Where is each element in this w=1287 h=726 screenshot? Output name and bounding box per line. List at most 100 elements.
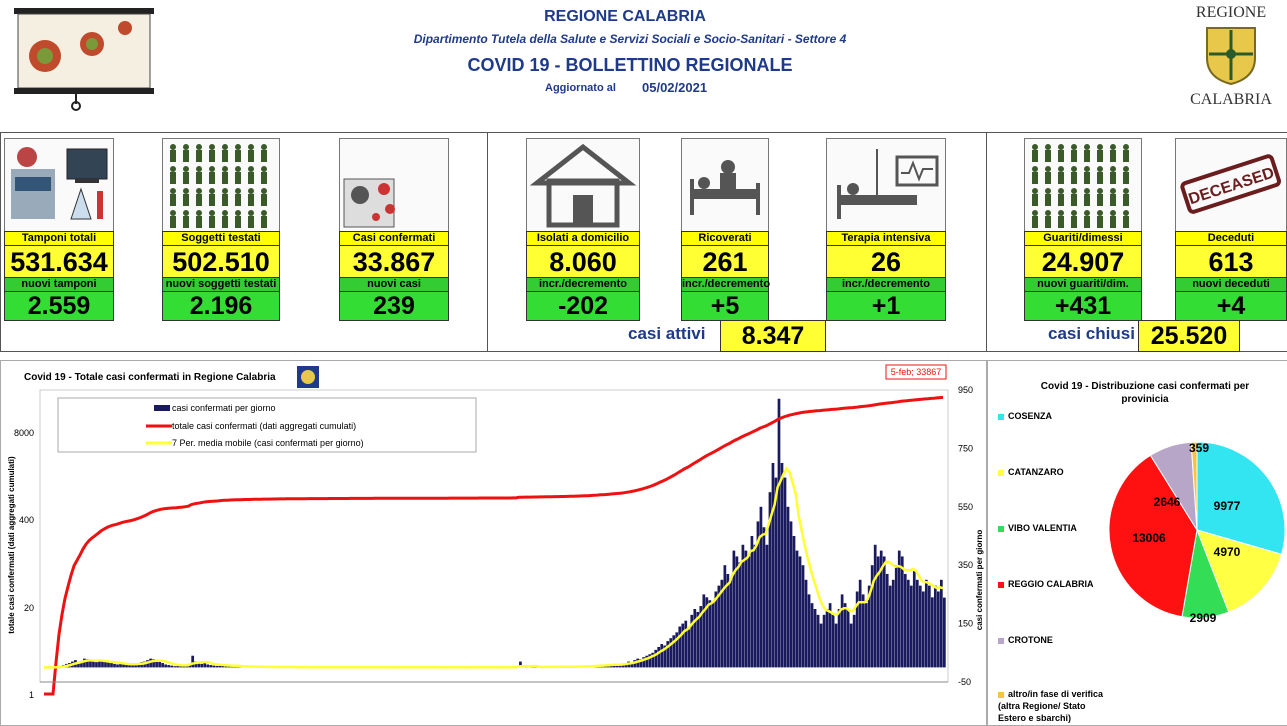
person-icon [1058,188,1064,206]
cumulative-cases-line [44,395,944,696]
pie-slice-label: 9977 [1214,499,1241,513]
person-icon [196,144,202,162]
daily-cases-bar [738,562,742,668]
daily-cases-bar [837,609,841,668]
house-icon [526,138,640,232]
daily-cases-bar [765,544,769,668]
person-icon [1032,144,1038,162]
left-axis-label: totale casi confermati (dati aggregati c… [7,456,16,634]
daily-cases-bar [933,585,937,668]
daily-cases-bar [519,661,522,668]
daily-cases-bar [80,660,83,668]
stat-new-label: nuovi guariti/dim. [1024,277,1142,292]
stat-new-label: nuovi tamponi [4,277,114,292]
person-icon [1097,188,1103,206]
daily-cases-bar [89,660,92,668]
daily-cases-bar [903,573,907,668]
pie-title: Covid 19 - Distribuzione casi confermati… [1040,381,1250,405]
stat-value: 24.907 [1024,245,1142,278]
pie-slice-label: 4970 [1214,545,1241,559]
daily-cases-bar [714,591,718,668]
legend-cosenza: COSENZA [998,411,1052,421]
stat-value: 531.634 [4,245,114,278]
daily-cases-bar [684,620,688,668]
daily-cases-bar [876,556,880,668]
daily-cases-bar [789,521,793,668]
legend-catanzaro: CATANZARO [998,467,1064,477]
stat-label: Tamponi totali [4,231,114,246]
person-icon [235,210,241,228]
person-icon [1058,144,1064,162]
infected-person-icon [339,138,449,232]
daily-cases-bar [780,463,784,668]
daily-cases-bar [900,556,904,668]
daily-cases-bar [690,614,694,668]
stat-new-value: +4 [1175,291,1287,321]
daily-cases-bar [203,662,207,668]
daily-cases-bar [810,603,814,668]
daily-cases-bar [897,550,901,668]
daily-cases-bar [879,550,883,668]
stat-label: Terapia intensiva [826,231,946,246]
daily-cases-bar [696,611,700,668]
right-tick: -50 [958,677,971,687]
daily-cases-bar [660,644,664,668]
daily-cases-bar [861,594,865,668]
person-icon [170,166,176,184]
daily-cases-bar [930,597,934,668]
person-icon [1045,144,1051,162]
daily-cases-bar [636,658,640,668]
person-icon [1071,166,1077,184]
daily-cases-bar [675,632,679,668]
daily-cases-bar [699,606,703,668]
daily-cases-bar [813,609,817,668]
daily-cases-bar [774,477,778,668]
person-icon [1032,210,1038,228]
daily-cases-bar [86,659,89,668]
stat-label: Casi confermati [339,231,449,246]
daily-cases-bar [200,663,204,668]
right-tick: 750 [958,443,973,453]
daily-cases-bar [101,660,104,668]
legend-label: totale casi confermati (dati aggregati c… [172,421,356,431]
daily-cases-bar [98,660,101,668]
daily-cases-bar [726,573,730,668]
daily-cases-bar [834,623,838,668]
daily-cases-bar [771,463,775,668]
daily-cases-bar [95,662,98,668]
chart-logo-icon [297,366,319,388]
daily-cases-bar [792,536,796,668]
daily-cases-bar [113,663,116,668]
daily-cases-bar [729,579,733,668]
daily-cases-bar [131,664,134,668]
department-subtitle: Dipartimento Tutela della Salute e Servi… [413,32,847,46]
logo-bottom-text: CALABRIA [1190,91,1272,108]
stat-new-label: nuovi soggetti testati [162,277,280,292]
pie-slice-label: 359 [1189,441,1209,455]
stat-label: Isolati a domicilio [526,231,640,246]
daily-cases-bar [828,603,832,668]
closed-cases-value: 25.520 [1138,320,1240,352]
person-icon [235,166,241,184]
daily-cases-bar [206,664,210,668]
daily-cases-bar [119,663,122,668]
daily-cases-bar [888,585,892,668]
daily-cases-bar [116,664,119,668]
daily-cases-bar [173,666,176,668]
person-icon [1058,166,1064,184]
stat-new-label: incr./decremento [526,277,640,292]
daily-cases-bar [83,658,86,668]
person-icon [1110,210,1116,228]
person-icon [248,210,254,228]
daily-cases-bar [909,585,913,668]
right-axis-label: casi confermati per giorno [975,530,984,631]
updated-label: Aggiornato al [545,82,616,94]
daily-cases-bar [209,665,213,668]
person-icon [1097,144,1103,162]
right-tick: 950 [958,385,973,395]
daily-cases-bar [801,565,805,668]
updated-date: 05/02/2021 [642,80,708,95]
daily-cases-bar [756,521,760,668]
person-icon [1045,210,1051,228]
daily-cases-bar [891,579,895,668]
